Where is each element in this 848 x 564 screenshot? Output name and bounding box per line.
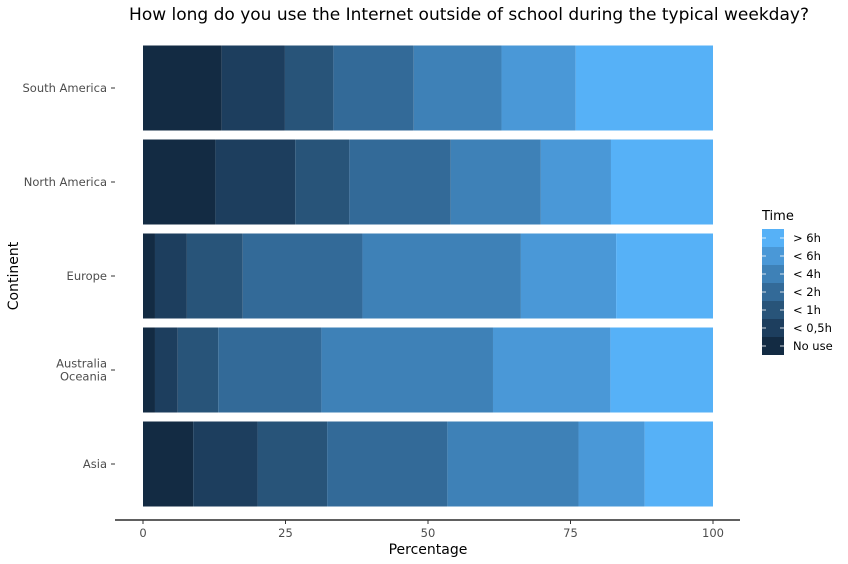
- y-tick-label-line: Australia: [56, 357, 107, 371]
- bar-segment-asia-2: [257, 421, 328, 507]
- bar-segment-europe-6: [616, 233, 713, 319]
- bar-segment-australia-oceania-0: [143, 327, 155, 413]
- legend-swatch-3: [762, 283, 784, 301]
- plot-area: [143, 45, 713, 507]
- legend-label-1: < 6h: [793, 249, 821, 263]
- bar-segment-australia-oceania-6: [610, 327, 713, 413]
- y-tick-label-australia-oceania: Australia Oceania: [56, 357, 107, 384]
- x-tick-label-0: 0: [139, 526, 146, 540]
- bar-segment-asia-4: [447, 421, 579, 507]
- legend-label-6: No use: [793, 339, 833, 353]
- x-axis-title: Percentage: [389, 542, 468, 558]
- y-tick-label-north-america: North America: [24, 175, 107, 189]
- bar-segment-australia-oceania-1: [154, 327, 178, 413]
- y-tick-label-line: South America: [22, 81, 107, 95]
- bar-segment-australia-oceania-4: [321, 327, 493, 413]
- y-tick-label-line: Oceania: [60, 370, 107, 384]
- y-tick-label-south-america: South America: [22, 81, 107, 95]
- bar-segment-asia-6: [644, 421, 713, 507]
- bar-segment-europe-3: [242, 233, 363, 319]
- y-tick-label-asia: Asia: [83, 457, 107, 471]
- y-tick-label-line: Europe: [67, 269, 107, 283]
- bar-segment-asia-0: [143, 421, 194, 507]
- y-axis-title: Continent: [6, 241, 22, 310]
- bar-segment-europe-5: [520, 233, 617, 319]
- legend-swatch-6: [762, 337, 784, 355]
- x-tick-label-25: 25: [278, 526, 293, 540]
- bar-segment-south-america-3: [333, 45, 414, 131]
- bar-segment-south-america-2: [284, 45, 334, 131]
- legend-swatch-1: [762, 247, 784, 265]
- bar-segment-south-america-5: [501, 45, 576, 131]
- bar-segment-north-america-1: [215, 139, 296, 225]
- legend-label-2: < 4h: [793, 267, 821, 281]
- y-axis-ticks: South America North America Europe Australi…: [22, 81, 115, 471]
- bar-segment-australia-oceania-3: [218, 327, 322, 413]
- bar-segment-europe-4: [362, 233, 521, 319]
- legend-label-0: > 6h: [793, 231, 821, 245]
- legend-label-5: < 0,5h: [793, 321, 832, 335]
- bar-segment-europe-0: [143, 233, 155, 319]
- legend-title: Time: [761, 209, 794, 224]
- bar-segment-south-america-6: [575, 45, 713, 131]
- x-tick-label-75: 75: [563, 526, 578, 540]
- y-tick-label-line: North America: [24, 175, 107, 189]
- bar-segment-north-america-6: [610, 139, 713, 225]
- legend-swatch-0: [762, 229, 784, 247]
- legend-swatch-4: [762, 301, 784, 319]
- bar-segment-north-america-0: [143, 139, 216, 225]
- bar-segment-north-america-3: [349, 139, 451, 225]
- bar-segment-europe-1: [154, 233, 187, 319]
- bar-segment-australia-oceania-2: [177, 327, 219, 413]
- bar-segment-australia-oceania-5: [492, 327, 611, 413]
- bar-segment-north-america-2: [295, 139, 350, 225]
- x-tick-label-50: 50: [421, 526, 436, 540]
- legend-swatch-5: [762, 319, 784, 337]
- legend-swatch-2: [762, 265, 784, 283]
- legend: Time > 6h < 6h < 4h < 2h < 1h < 0,5h No use: [761, 209, 833, 355]
- y-tick-label-europe: Europe: [67, 269, 107, 283]
- bar-segment-asia-5: [578, 421, 645, 507]
- bar-segment-south-america-4: [413, 45, 502, 131]
- bar-segment-north-america-4: [450, 139, 541, 225]
- chart-title: How long do you use the Internet outside…: [129, 5, 809, 25]
- bar-segment-europe-2: [186, 233, 243, 319]
- bar-segment-asia-1: [193, 421, 258, 507]
- legend-label-3: < 2h: [793, 285, 821, 299]
- bar-segment-north-america-5: [540, 139, 611, 225]
- x-tick-label-100: 100: [702, 526, 724, 540]
- bar-segment-asia-3: [327, 421, 448, 507]
- bar-segment-south-america-1: [221, 45, 285, 131]
- bar-segment-south-america-0: [143, 45, 222, 131]
- y-tick-label-line: Asia: [83, 457, 107, 471]
- legend-label-4: < 1h: [793, 303, 821, 317]
- x-axis-ticks: 0 25 50 75 100: [139, 520, 724, 540]
